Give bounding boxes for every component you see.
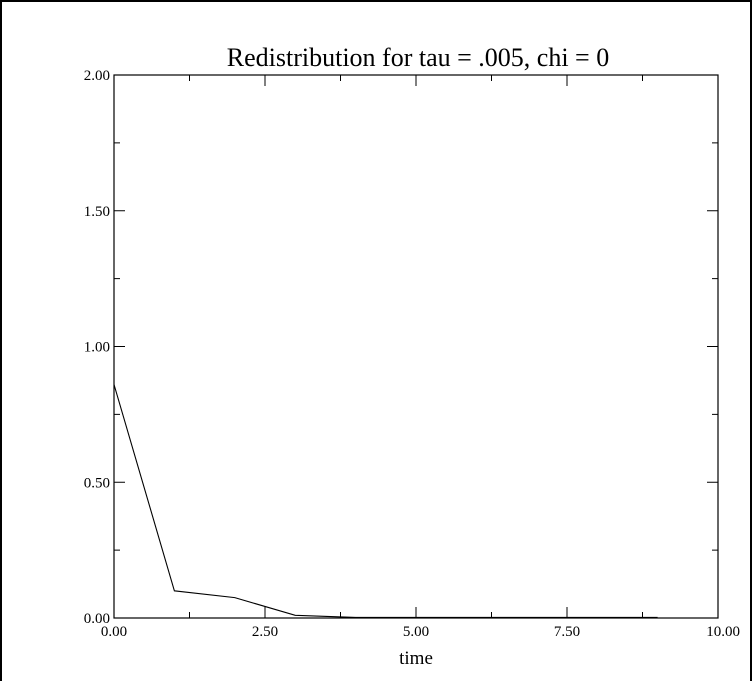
tick-labels: 0.00 2.50 5.00 7.50 10.00 0.00 0.50 1.00 1.50 2.0… [84, 68, 740, 640]
y-tick-label: 2.00 [84, 68, 110, 84]
series-line-0 [113, 384, 658, 619]
x-axis-label: time [399, 648, 433, 669]
chart-title: Redistribution for tau = .005, chi = 0 [227, 43, 609, 72]
plot-area [113, 74, 719, 619]
y-tick-label: 1.50 [84, 204, 110, 220]
series-layer [113, 384, 658, 619]
axis-ticks [113, 74, 719, 619]
x-tick-label: 5.00 [403, 624, 429, 640]
x-tick-label: 7.50 [554, 624, 580, 640]
x-tick-label: 2.50 [252, 624, 278, 640]
y-tick-label: 0.00 [84, 611, 110, 627]
y-tick-label: 1.00 [84, 340, 110, 356]
x-tick-label: 0.00 [101, 624, 127, 640]
y-tick-label: 0.50 [84, 475, 110, 491]
x-tick-label: 10.00 [706, 624, 740, 640]
